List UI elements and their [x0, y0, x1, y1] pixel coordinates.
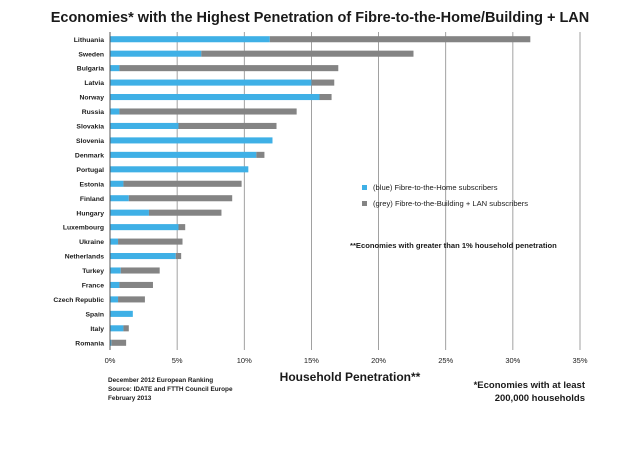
x-tick-labels: 0% 5% 10% 15% 20% 25% 30% 35% — [105, 356, 588, 365]
category-label: Slovakia — [76, 124, 104, 131]
penetration-note: **Economies with greater than 1% househo… — [350, 241, 557, 250]
source-text: December 2012 European Ranking Source: I… — [108, 376, 233, 403]
footnote: *Economies with at least 200,000 househo… — [455, 379, 585, 405]
grid-lines — [176, 32, 581, 350]
category-label: Italy — [90, 326, 104, 333]
bar-fibre-to-home — [110, 253, 176, 260]
x-tick-label: 10% — [237, 356, 252, 365]
legend: (blue) Fibre-to-the-Home subscribers (gr… — [362, 179, 528, 211]
legend-item-fth: (blue) Fibre-to-the-Home subscribers — [362, 179, 528, 195]
legend-label-ftb: (grey) Fibre-to-the-Building + LAN subsc… — [373, 198, 529, 208]
bar-fibre-to-building — [119, 281, 153, 288]
category-label: Luxembourg — [63, 225, 104, 232]
x-axis-label: Household Penetration** — [279, 370, 421, 384]
bar-fibre-to-building — [148, 209, 222, 216]
bars — [110, 36, 531, 346]
bar-fibre-to-building — [178, 122, 277, 129]
x-tick-label: 20% — [371, 356, 386, 365]
category-label: Portugal — [76, 167, 104, 174]
category-label: Estonia — [79, 181, 104, 188]
bar-fibre-to-building — [201, 50, 414, 57]
footnote-line: 200,000 households — [494, 393, 585, 404]
category-label: Norway — [79, 95, 104, 102]
source-line: February 2013 — [108, 395, 152, 402]
legend-label-fth: (blue) Fibre-to-the-Home subscribers — [373, 182, 498, 192]
category-label: Denmark — [75, 152, 104, 159]
bar-fibre-to-building — [128, 195, 233, 202]
bar-fibre-to-home — [110, 296, 119, 303]
category-label: Turkey — [82, 268, 104, 275]
category-label: Hungary — [76, 210, 104, 217]
source-line: December 2012 European Ranking — [108, 377, 214, 384]
bar-fibre-to-home — [110, 94, 320, 101]
category-label: Romania — [75, 340, 104, 347]
bar-fibre-to-building — [123, 180, 242, 187]
bar-fibre-to-home — [110, 310, 133, 317]
bar-fibre-to-building — [175, 253, 182, 260]
footnote-line: *Economies with at least — [473, 380, 585, 391]
bar-fibre-to-building — [319, 94, 332, 101]
x-tick-label: 35% — [572, 356, 587, 365]
bar-fibre-to-home — [110, 36, 270, 43]
category-label: Bulgaria — [77, 66, 104, 73]
x-tick-label: 30% — [505, 356, 520, 365]
bar-fibre-to-building — [178, 224, 186, 231]
bar-fibre-to-home — [110, 151, 257, 158]
bar-fibre-to-building — [120, 267, 160, 274]
legend-swatch-grey — [362, 200, 367, 206]
bar-fibre-to-building — [118, 296, 145, 303]
source-line: Source: IDATE and FTTH Council Europe — [108, 386, 233, 393]
legend-item-ftb: (grey) Fibre-to-the-Building + LAN subsc… — [362, 195, 528, 211]
x-tick-label: 15% — [304, 356, 319, 365]
x-tick-label: 5% — [172, 356, 183, 365]
bar-fibre-to-home — [110, 339, 112, 346]
bar-fibre-to-home — [110, 50, 202, 57]
bar-fibre-to-building — [119, 108, 297, 115]
category-label: Netherlands — [65, 254, 105, 261]
bar-fibre-to-home — [110, 209, 149, 216]
bar-fibre-to-building — [269, 36, 531, 43]
bar-fibre-to-home — [110, 122, 179, 129]
bar-fibre-to-home — [110, 224, 179, 231]
x-tick-label: 0% — [105, 356, 116, 365]
bar-fibre-to-home — [110, 65, 120, 72]
bar-fibre-to-building — [123, 325, 129, 332]
category-label: Finland — [80, 196, 104, 203]
bar-fibre-to-home — [110, 166, 249, 173]
bar-fibre-to-home — [110, 79, 312, 86]
legend-swatch-blue — [362, 184, 367, 190]
category-label: Spain — [85, 311, 104, 318]
bar-fibre-to-home — [110, 267, 121, 274]
chart-title: Economies* with the Highest Penetration … — [50, 10, 590, 26]
bar-fibre-to-home — [110, 180, 124, 187]
bar-fibre-to-building — [256, 151, 265, 158]
category-label: Sweden — [78, 51, 104, 58]
category-label: Lithuania — [74, 37, 104, 44]
category-label: Czech Republic — [53, 297, 104, 304]
bar-fibre-to-home — [110, 108, 120, 115]
category-label: Ukraine — [79, 239, 104, 246]
bar-fibre-to-home — [110, 195, 129, 202]
bar-fibre-to-home — [110, 325, 124, 332]
category-label: Russia — [82, 109, 105, 116]
bar-fibre-to-home — [110, 238, 119, 245]
category-labels: Lithuania Sweden Bulgaria Latvia Norway Russi… — [53, 37, 104, 348]
bar-fibre-to-home — [110, 281, 120, 288]
bar-fibre-to-home — [110, 137, 273, 144]
bar-fibre-to-building — [119, 65, 339, 72]
category-label: Latvia — [84, 80, 104, 87]
bar-fibre-to-building — [311, 79, 335, 86]
x-tick-label: 25% — [438, 356, 453, 365]
category-label: Slovenia — [76, 138, 104, 145]
bar-fibre-to-building — [111, 339, 127, 346]
category-label: France — [82, 283, 105, 290]
bar-fibre-to-building — [118, 238, 183, 245]
